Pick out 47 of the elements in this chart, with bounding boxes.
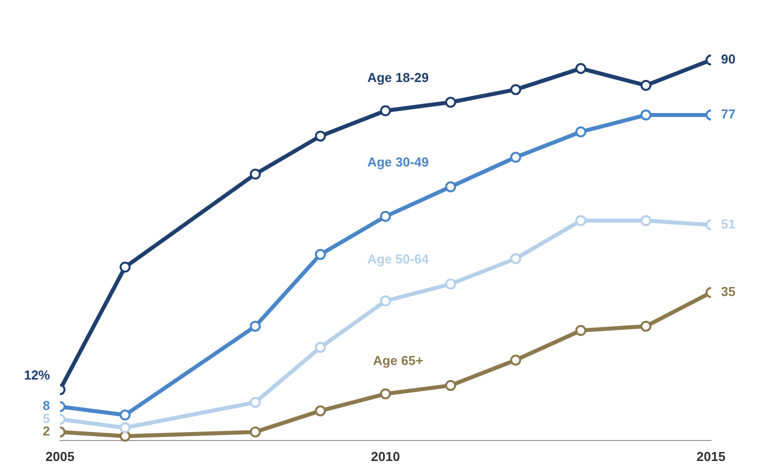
point — [380, 295, 391, 306]
point — [250, 396, 261, 408]
data-label: 90 — [721, 52, 736, 67]
point — [250, 426, 261, 438]
point — [640, 320, 652, 332]
point — [510, 152, 522, 163]
x-tick-label: 2010 — [371, 448, 400, 464]
point — [314, 405, 326, 416]
point — [510, 84, 522, 96]
point — [445, 278, 456, 290]
point — [314, 342, 326, 353]
point — [510, 354, 522, 366]
series-label: Age 65+ — [372, 353, 424, 368]
point — [445, 181, 456, 192]
point — [640, 80, 652, 91]
point — [120, 430, 131, 442]
point — [250, 320, 261, 332]
point — [314, 248, 326, 260]
data-label: 5 — [42, 410, 50, 426]
point — [120, 262, 131, 273]
series-label: Age 50-64 — [367, 252, 430, 267]
data-label: 2 — [42, 424, 50, 439]
point — [575, 325, 586, 336]
point — [380, 105, 391, 116]
point — [120, 422, 131, 434]
point — [380, 388, 391, 400]
data-label: 51 — [721, 216, 736, 232]
point — [380, 210, 391, 222]
x-tick-label: 2015 — [696, 448, 726, 464]
point — [445, 96, 456, 108]
x-tick-label: 2005 — [46, 448, 74, 464]
series-label: Age 30-49 — [367, 154, 429, 170]
point — [120, 410, 131, 421]
point — [445, 380, 456, 391]
point — [575, 126, 586, 138]
point — [575, 62, 586, 74]
data-label: 77 — [721, 106, 736, 122]
point — [250, 168, 261, 180]
point — [510, 253, 522, 264]
point — [640, 215, 652, 226]
point — [640, 109, 652, 120]
data-label: 8 — [42, 398, 50, 414]
series-label: Age 18-29 — [367, 70, 429, 85]
data-label: 12% — [24, 367, 50, 382]
data-label: 35 — [721, 284, 736, 300]
point — [314, 130, 326, 142]
point — [575, 215, 586, 226]
